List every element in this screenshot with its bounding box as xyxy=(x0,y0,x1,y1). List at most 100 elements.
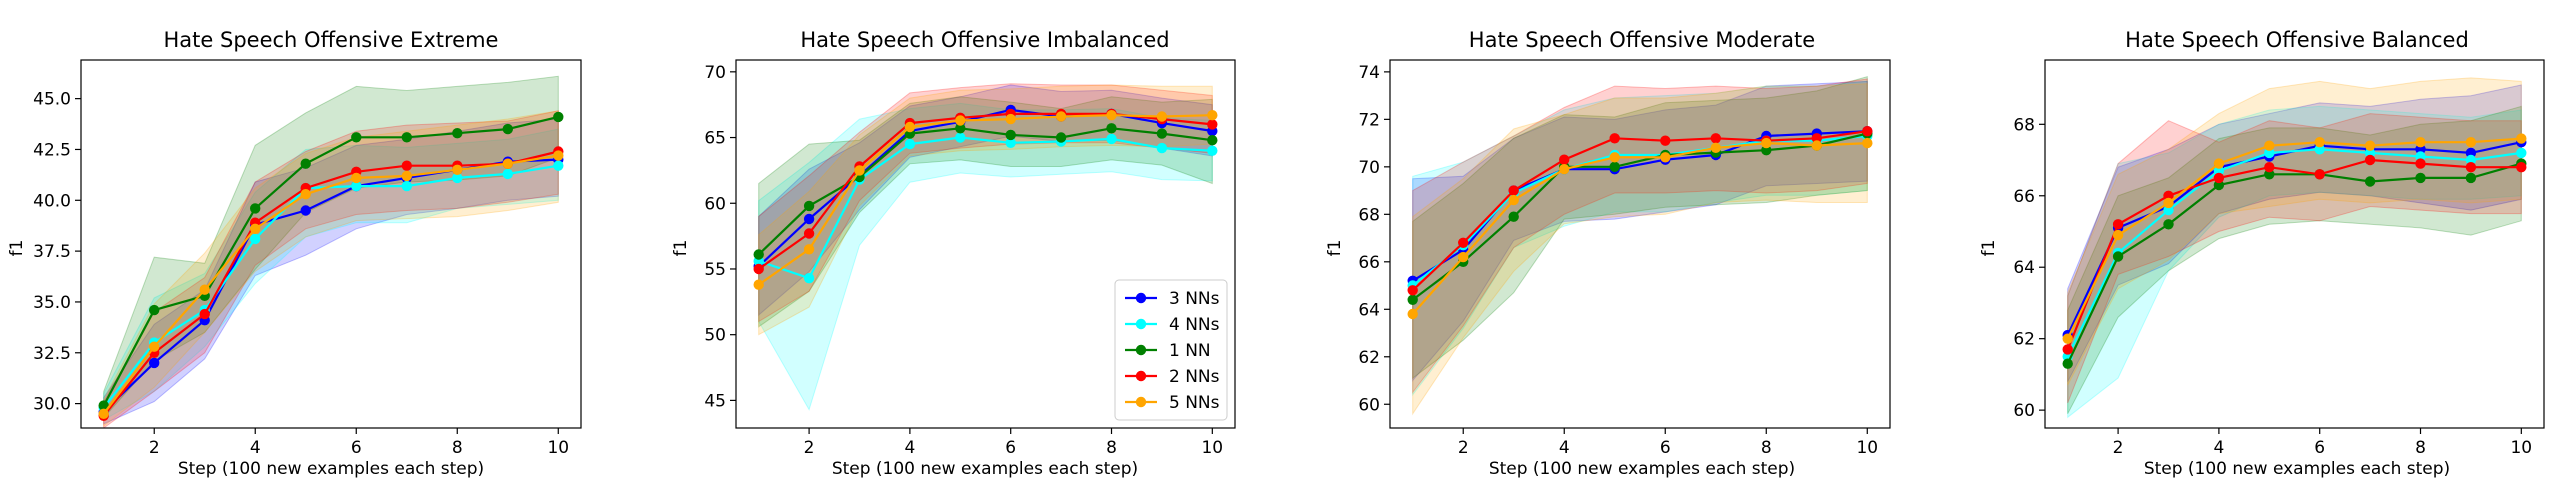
y-tick-label: 70 xyxy=(704,63,726,83)
legend-label: 2 NNs xyxy=(1169,367,1220,387)
data-point xyxy=(452,164,463,175)
data-point xyxy=(2516,162,2527,173)
legend-box xyxy=(1114,279,1228,421)
data-point xyxy=(2415,137,2426,148)
y-tick-label: 66 xyxy=(1358,253,1380,273)
data-point xyxy=(2465,154,2477,166)
series-line-4 xyxy=(102,150,559,417)
data-point xyxy=(2415,158,2426,169)
data-point xyxy=(250,233,261,245)
data-point xyxy=(1660,135,1671,146)
axes-frame xyxy=(80,59,582,429)
data-point xyxy=(553,160,564,171)
data-point xyxy=(1660,152,1671,163)
data-point xyxy=(502,158,513,169)
data-point xyxy=(904,138,916,150)
x-tick-label: 10 xyxy=(2510,438,2532,458)
series-line-3 xyxy=(757,127,1213,256)
band-5 xyxy=(103,110,559,428)
legend-marker xyxy=(1135,344,1147,356)
data-point xyxy=(1005,129,1016,141)
data-point xyxy=(2364,176,2376,187)
data-point xyxy=(1761,137,1772,149)
data-point xyxy=(502,123,513,135)
y-tick-label: 45.0 xyxy=(33,90,71,110)
y-tick-label: 62 xyxy=(2013,330,2035,350)
x-tick-label: 2 xyxy=(804,438,815,458)
data-point xyxy=(199,308,210,320)
data-point xyxy=(753,249,764,260)
data-point xyxy=(300,158,311,169)
y-tick-label: 72 xyxy=(1358,110,1380,130)
data-point xyxy=(1055,111,1067,122)
x-axis-label: Step (100 new examples each step) xyxy=(832,459,1138,479)
data-point xyxy=(1458,237,1469,248)
legend: 3 NNs 4 NNs 1 NN 2 NNs 5 NNs xyxy=(1114,279,1228,421)
x-axis-label: Step (100 new examples each step) xyxy=(178,459,484,479)
data-point xyxy=(1811,133,1823,144)
y-tick-label: 50 xyxy=(704,326,726,346)
data-point xyxy=(1811,140,1823,151)
data-point xyxy=(300,189,311,200)
band-1 xyxy=(2067,84,2522,382)
data-point xyxy=(2264,147,2275,159)
x-tick-label: 10 xyxy=(547,438,569,458)
data-point xyxy=(1458,251,1469,263)
data-point xyxy=(1055,132,1067,143)
subplot-extreme: Hate Speech Offensive Extreme 2 4 6 8 10 30.0… xyxy=(7,28,582,479)
subplot-imbalanced: Hate Speech Offensive Imbalanced 2 4 6 8 10 4… xyxy=(671,28,1236,479)
data-point xyxy=(2415,172,2426,184)
data-point xyxy=(2213,158,2225,169)
y-tick-label: 70 xyxy=(1358,158,1380,178)
data-point xyxy=(753,279,764,290)
data-point xyxy=(351,180,362,192)
band-1 xyxy=(1412,80,1868,382)
data-point xyxy=(1407,294,1418,305)
data-point xyxy=(351,132,362,143)
data-point xyxy=(300,205,311,216)
data-point xyxy=(2112,219,2124,230)
y-tick-label: 60 xyxy=(2013,401,2035,421)
data-point xyxy=(1156,111,1168,122)
data-point xyxy=(98,408,109,419)
y-axis-label: f1 xyxy=(1979,240,1999,257)
data-point xyxy=(1106,110,1117,121)
data-point xyxy=(199,284,210,295)
band-2 xyxy=(103,128,559,421)
band-4 xyxy=(103,110,559,428)
data-point xyxy=(401,160,412,171)
data-point xyxy=(955,115,966,126)
x-tick-label: 6 xyxy=(1005,438,1016,458)
data-point xyxy=(1508,185,1519,196)
y-axis-label: f1 xyxy=(7,240,27,257)
y-tick-label: 64 xyxy=(1358,300,1380,320)
series-line-2 xyxy=(758,136,1213,280)
y-tick-label: 40.0 xyxy=(33,191,71,211)
data-point xyxy=(955,123,966,134)
series-lines xyxy=(1407,126,1873,320)
y-tick-label: 66 xyxy=(2013,187,2035,207)
data-point xyxy=(1559,164,1570,175)
y-tick-label: 42.5 xyxy=(33,140,71,160)
axes-frame xyxy=(2044,59,2545,429)
y-tick-label: 45 xyxy=(704,391,726,411)
data-point xyxy=(2163,204,2174,216)
data-point xyxy=(2465,162,2477,173)
x-tick-label: 4 xyxy=(1559,438,1570,458)
series-line-3 xyxy=(2066,162,2522,365)
data-point xyxy=(2112,251,2124,262)
data-point xyxy=(904,121,916,133)
series-lines xyxy=(753,104,1218,290)
series-line-3 xyxy=(1412,132,1868,301)
y-tick-label: 62 xyxy=(1358,348,1380,368)
data-point xyxy=(2264,162,2275,173)
x-tick-label: 10 xyxy=(1201,438,1223,458)
data-point xyxy=(149,341,160,352)
data-point xyxy=(452,172,463,184)
data-point xyxy=(1207,119,1218,130)
band-4 xyxy=(1412,78,1868,394)
y-axis-label: f1 xyxy=(671,240,691,257)
data-point xyxy=(1156,142,1168,154)
data-point xyxy=(98,400,109,411)
